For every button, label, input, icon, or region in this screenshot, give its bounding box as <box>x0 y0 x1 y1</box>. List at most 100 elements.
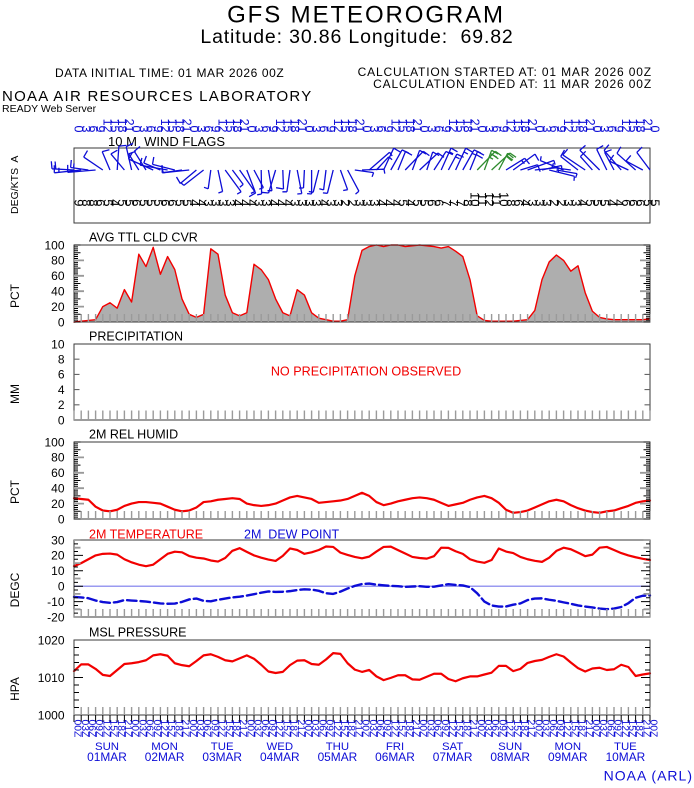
svg-text:21Z: 21Z <box>410 720 421 739</box>
svg-text:12Z: 12Z <box>273 720 284 739</box>
svg-text:NO PRECIPITATION OBSERVED: NO PRECIPITATION OBSERVED <box>271 365 461 379</box>
svg-text:01MAR: 01MAR <box>87 750 127 764</box>
svg-text:-20: -20 <box>47 610 65 624</box>
svg-text:18: 18 <box>345 119 359 133</box>
svg-text:3: 3 <box>561 199 576 206</box>
svg-text:6: 6 <box>432 126 446 133</box>
svg-text:18Z: 18Z <box>460 720 471 739</box>
svg-text:0: 0 <box>244 126 258 133</box>
svg-text:06Z: 06Z <box>144 720 155 739</box>
svg-text:15: 15 <box>511 119 525 133</box>
svg-text:4: 4 <box>187 199 202 206</box>
svg-text:06Z: 06Z <box>374 720 385 739</box>
svg-text:0: 0 <box>72 126 86 133</box>
svg-text:1010: 1010 <box>38 671 65 685</box>
svg-text:15Z: 15Z <box>165 720 176 739</box>
svg-text:7: 7 <box>453 199 468 206</box>
svg-text:11: 11 <box>489 193 504 207</box>
svg-text:THU: THU <box>326 741 349 753</box>
svg-text:WED: WED <box>267 741 294 753</box>
svg-text:DEGC: DEGC <box>8 572 22 607</box>
svg-text:21: 21 <box>525 119 539 133</box>
svg-text:10 M WIND FLAGS: 10 M WIND FLAGS <box>108 134 225 149</box>
svg-text:6: 6 <box>489 126 503 133</box>
svg-text:03MAR: 03MAR <box>202 750 242 764</box>
svg-text:SUN: SUN <box>95 741 119 753</box>
svg-text:0: 0 <box>532 126 546 133</box>
svg-text:00Z: 00Z <box>244 720 255 739</box>
svg-text:03Z: 03Z <box>367 720 378 739</box>
svg-text:1020: 1020 <box>38 633 65 647</box>
svg-text:00Z: 00Z <box>590 720 601 739</box>
svg-text:9: 9 <box>554 126 568 133</box>
svg-text:CALCULATION ENDED AT: 11 MAR 2: CALCULATION ENDED AT: 11 MAR 2026 00Z <box>373 77 652 91</box>
svg-text:Latitude: 30.86 Longitude: 69: Latitude: 30.86 Longitude: 69.82 <box>200 26 513 48</box>
svg-text:00Z: 00Z <box>360 720 371 739</box>
svg-text:5: 5 <box>115 199 130 206</box>
svg-text:21Z: 21Z <box>640 720 651 739</box>
svg-text:0: 0 <box>417 126 431 133</box>
svg-text:00Z: 00Z <box>532 720 543 739</box>
svg-text:21Z: 21Z <box>237 720 248 739</box>
svg-text:3: 3 <box>194 126 208 133</box>
svg-text:09Z: 09Z <box>496 720 507 739</box>
svg-text:06Z: 06Z <box>547 720 558 739</box>
svg-text:20: 20 <box>51 549 65 563</box>
svg-text:4: 4 <box>381 199 396 206</box>
svg-text:02MAR: 02MAR <box>145 750 185 764</box>
svg-text:MSL PRESSURE: MSL PRESSURE <box>89 626 186 640</box>
svg-text:SAT: SAT <box>442 741 463 753</box>
svg-text:6: 6 <box>432 199 447 206</box>
svg-text:6: 6 <box>424 199 439 206</box>
svg-text:12: 12 <box>273 119 287 133</box>
svg-text:06Z: 06Z <box>432 720 443 739</box>
svg-text:8: 8 <box>58 353 65 367</box>
svg-text:4: 4 <box>518 199 533 206</box>
svg-text:10: 10 <box>51 564 65 578</box>
svg-text:03Z: 03Z <box>136 720 147 739</box>
svg-text:04MAR: 04MAR <box>260 750 300 764</box>
svg-text:AVG TTL CLD CVR: AVG TTL CLD CVR <box>89 231 198 245</box>
svg-text:06Z: 06Z <box>489 720 500 739</box>
svg-text:00Z: 00Z <box>72 720 83 739</box>
svg-text:18: 18 <box>576 119 590 133</box>
svg-text:03Z: 03Z <box>424 720 435 739</box>
svg-text:09Z: 09Z <box>266 720 277 739</box>
svg-text:18Z: 18Z <box>633 720 644 739</box>
svg-text:9: 9 <box>612 126 626 133</box>
svg-text:80: 80 <box>51 451 65 465</box>
svg-text:NOAA (ARL): NOAA (ARL) <box>604 768 693 784</box>
svg-text:6: 6 <box>158 199 173 206</box>
svg-text:9: 9 <box>151 126 165 133</box>
svg-text:5: 5 <box>151 199 166 206</box>
svg-text:21Z: 21Z <box>295 720 306 739</box>
svg-text:18: 18 <box>403 119 417 133</box>
svg-text:80: 80 <box>51 254 65 268</box>
svg-text:FRI: FRI <box>386 741 404 753</box>
svg-text:03Z: 03Z <box>309 720 320 739</box>
svg-text:10: 10 <box>496 192 511 206</box>
svg-text:12Z: 12Z <box>388 720 399 739</box>
svg-text:12: 12 <box>482 192 497 206</box>
svg-text:TUE: TUE <box>211 741 234 753</box>
svg-text:15Z: 15Z <box>108 720 119 739</box>
svg-text:12: 12 <box>158 119 172 133</box>
svg-text:4: 4 <box>612 199 627 206</box>
svg-text:15: 15 <box>338 119 352 133</box>
svg-text:21: 21 <box>352 119 366 133</box>
svg-text:12Z: 12Z <box>100 720 111 739</box>
svg-text:4: 4 <box>58 383 65 397</box>
svg-text:MM: MM <box>8 384 22 404</box>
svg-text:12: 12 <box>446 119 460 133</box>
svg-text:21: 21 <box>237 119 251 133</box>
svg-text:18Z: 18Z <box>172 720 183 739</box>
svg-text:60: 60 <box>51 466 65 480</box>
svg-text:10MAR: 10MAR <box>606 750 646 764</box>
svg-text:21Z: 21Z <box>352 720 363 739</box>
svg-text:20: 20 <box>51 497 65 511</box>
svg-text:3: 3 <box>532 199 547 206</box>
svg-text:18: 18 <box>460 119 474 133</box>
svg-text:5: 5 <box>583 199 598 206</box>
svg-text:18: 18 <box>230 119 244 133</box>
svg-text:09Z: 09Z <box>151 720 162 739</box>
